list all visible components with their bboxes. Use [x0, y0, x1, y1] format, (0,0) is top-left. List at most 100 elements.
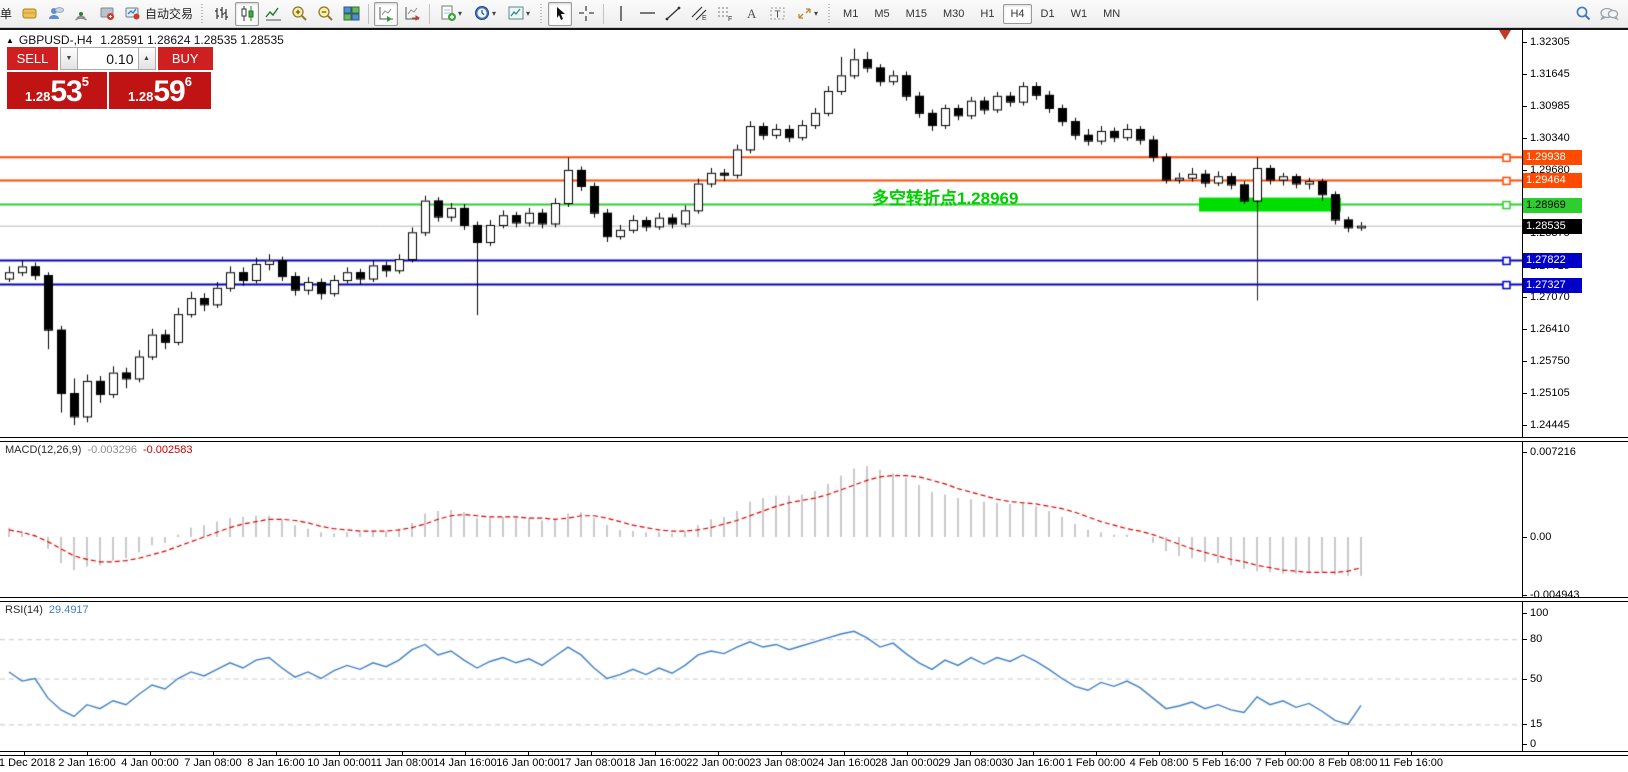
- time-axis-label[interactable]: 31 Dec 2018: [0, 757, 56, 769]
- level-price-badge: 1.28969: [1523, 198, 1582, 213]
- order-book-icon[interactable]: [17, 2, 41, 26]
- timeframe-button-m30[interactable]: M30: [943, 7, 965, 20]
- fibonacci-icon[interactable]: F: [713, 2, 737, 26]
- volume-up-button[interactable]: ▲: [137, 47, 156, 70]
- price-axis-tick: [1522, 170, 1527, 171]
- current-price-badge: 1.28535: [1523, 219, 1582, 234]
- time-axis-label[interactable]: 24 Jan 16:00: [812, 757, 876, 769]
- text-icon[interactable]: A: [739, 2, 763, 26]
- autotrading-icon[interactable]: [121, 2, 143, 26]
- main-chart-canvas[interactable]: [0, 29, 1522, 438]
- chart-shift-marker-icon[interactable]: [1499, 30, 1511, 40]
- timeframe-button-mn[interactable]: MN: [1103, 7, 1121, 20]
- search-icon[interactable]: [1571, 2, 1595, 26]
- signals-icon[interactable]: [69, 2, 93, 26]
- tile-windows-icon[interactable]: [339, 2, 363, 26]
- time-axis-tick: [1411, 752, 1412, 756]
- horizontal-line-icon[interactable]: [635, 2, 659, 26]
- periods-icon[interactable]: ▾: [469, 2, 501, 26]
- timeframe-button-m1[interactable]: M1: [843, 7, 859, 20]
- buy-price-button[interactable]: 1.28 59 6: [109, 72, 211, 109]
- collapse-icon[interactable]: ▲: [6, 35, 14, 45]
- time-axis-label[interactable]: 4 Jan 00:00: [121, 757, 179, 769]
- time-axis-label[interactable]: 23 Jan 08:00: [749, 757, 813, 769]
- new-order-button[interactable]: 单: [0, 7, 13, 21]
- time-axis-label[interactable]: 28 Jan 00:00: [875, 757, 939, 769]
- sell-price-button[interactable]: 1.28 53 5: [7, 72, 107, 109]
- panel-splitter[interactable]: [0, 437, 1628, 442]
- time-axis-label[interactable]: 11 Jan 08:00: [370, 757, 434, 769]
- rsi-axis-tick: [1522, 639, 1527, 640]
- time-axis-tick: [1285, 752, 1286, 756]
- line-chart-icon[interactable]: [261, 2, 285, 26]
- time-axis-label[interactable]: 1 Feb 00:00: [1066, 757, 1126, 769]
- publisher-icon[interactable]: [43, 2, 67, 26]
- time-axis-label[interactable]: 11 Feb 16:00: [1378, 757, 1444, 769]
- chart-text-annotation[interactable]: 多空转折点1.28969: [872, 189, 1019, 208]
- timeframe-button-w1[interactable]: W1: [1070, 7, 1088, 20]
- toolbar-drag-handle[interactable]: [827, 3, 833, 24]
- time-axis-label[interactable]: 8 Jan 16:00: [247, 757, 305, 769]
- time-axis-label[interactable]: 29 Jan 08:00: [938, 757, 1002, 769]
- time-axis-label[interactable]: 17 Jan 08:00: [559, 757, 623, 769]
- time-axis-label[interactable]: 5 Feb 16:00: [1192, 757, 1252, 769]
- autotrading-button[interactable]: 自动交易: [145, 7, 194, 21]
- auto-scroll-icon[interactable]: [374, 1, 399, 26]
- time-axis-label[interactable]: 7 Feb 00:00: [1255, 757, 1315, 769]
- toolbar: 单 自动交易 ▾ ▾ ▾ E F A T ▾ M1 M5 M15 M30 H1 H4 D1 W: [0, 0, 1628, 28]
- time-axis-tick: [1222, 752, 1223, 756]
- chat-icon[interactable]: [1597, 2, 1621, 26]
- time-axis-label[interactable]: 14 Jan 16:00: [433, 757, 497, 769]
- candlestick-chart-icon[interactable]: [235, 1, 260, 26]
- panel-splitter[interactable]: [0, 597, 1628, 602]
- sell-price-point: 5: [81, 74, 89, 89]
- price-axis-label: 1.32305: [1530, 36, 1570, 48]
- cursor-icon[interactable]: [548, 1, 573, 26]
- timeframe-button-m5[interactable]: M5: [874, 7, 890, 20]
- time-axis-label[interactable]: 18 Jan 16:00: [623, 757, 687, 769]
- price-axis-tick: [1522, 106, 1527, 107]
- timeframe-button-h1[interactable]: H1: [980, 7, 995, 20]
- time-axis-tick: [24, 752, 25, 756]
- indicators-icon[interactable]: ▾: [435, 2, 467, 26]
- time-axis-label[interactable]: 8 Feb 08:00: [1318, 757, 1378, 769]
- templates-icon[interactable]: ▾: [503, 2, 535, 26]
- volume-down-button[interactable]: ▼: [60, 47, 78, 70]
- timeframe-group: M1 M5 M15 M30 H1 H4 D1 W1 MN: [835, 3, 1128, 24]
- time-axis-label[interactable]: 22 Jan 00:00: [686, 757, 750, 769]
- text-label-icon[interactable]: T: [765, 2, 789, 26]
- arrows-icon[interactable]: ▾: [791, 2, 823, 26]
- equidistant-channel-icon[interactable]: E: [687, 2, 711, 26]
- toolbar-drag-handle[interactable]: [200, 3, 206, 24]
- timeframe-button-m15[interactable]: M15: [905, 7, 927, 20]
- toolbar-drag-handle[interactable]: [539, 3, 545, 24]
- time-axis-label[interactable]: 4 Feb 08:00: [1129, 757, 1189, 769]
- time-axis-border: [0, 751, 1628, 756]
- time-axis-label[interactable]: 16 Jan 00:00: [496, 757, 560, 769]
- time-axis-label[interactable]: 10 Jan 00:00: [307, 757, 371, 769]
- price-axis-tick: [1522, 42, 1527, 43]
- timeframe-button-h4[interactable]: H4: [1003, 3, 1032, 24]
- bar-chart-icon[interactable]: [209, 2, 233, 26]
- time-axis-tick: [907, 752, 908, 756]
- trendline-icon[interactable]: [661, 2, 685, 26]
- time-axis-label[interactable]: 7 Jan 08:00: [184, 757, 242, 769]
- timeframe-button-d1[interactable]: D1: [1040, 7, 1055, 20]
- macd-panel-canvas[interactable]: [0, 441, 1522, 597]
- zoom-out-icon[interactable]: [313, 2, 337, 26]
- time-axis-tick: [1033, 752, 1034, 756]
- vertical-line-icon[interactable]: [609, 2, 633, 26]
- chart-shift-icon[interactable]: [400, 2, 424, 26]
- rsi-panel-canvas[interactable]: [0, 602, 1522, 752]
- zoom-in-icon[interactable]: [287, 2, 311, 26]
- time-axis-label[interactable]: 30 Jan 16:00: [1001, 757, 1065, 769]
- crosshair-icon[interactable]: [574, 2, 598, 26]
- time-axis-label[interactable]: 2 Jan 16:00: [58, 757, 116, 769]
- price-axis-label: 1.25750: [1530, 355, 1570, 367]
- sell-price-major: 1.28: [25, 89, 51, 104]
- buy-button[interactable]: BUY: [157, 47, 213, 70]
- sell-button[interactable]: SELL: [7, 47, 58, 70]
- market-icon[interactable]: [95, 2, 119, 26]
- volume-input[interactable]: 0.10: [78, 47, 138, 70]
